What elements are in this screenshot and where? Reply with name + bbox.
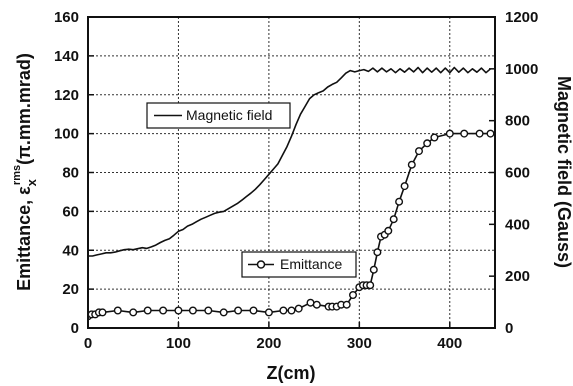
y-left-tick-label: 120 [54,87,79,104]
grid [88,17,495,328]
legend-emittance: Emittance [241,251,357,278]
y-left-tick-label: 80 [62,165,79,182]
emittance-point [430,133,439,142]
y-left-tick-label: 0 [71,320,79,337]
y-left-tick-label: 140 [54,48,79,65]
y-right-axis-title: Magnetic field (Gauss) [554,76,573,268]
emittance-point [460,129,469,138]
emittance-point [204,306,213,315]
emittance-point [174,306,183,315]
emittance-point [389,215,398,224]
y-left-tick-label: 40 [62,242,79,259]
y-left-title-main: Emittance, ε [14,186,34,291]
emittance-point [342,300,351,309]
emittance-point [475,129,484,138]
emittance-point [423,139,432,148]
emittance-point [395,197,404,206]
y-right-tick-label: 400 [505,216,530,233]
x-ticks: 0 100 200 300 400 [84,322,462,352]
legend-label-magnetic-field: Magnetic field [186,107,272,123]
y-left-title-units: (π.mm.mrad) [14,53,34,165]
emittance-point [279,306,288,315]
emittance-point [486,129,495,138]
y-right-tick-label: 1200 [505,9,538,26]
y-left-tick-label: 100 [54,126,79,143]
emittance-point [400,182,409,191]
emittance-point [369,265,378,274]
x-tick-label: 100 [166,335,191,352]
emittance-point [249,306,258,315]
magnetic-field-line [88,66,492,257]
series-magnetic-field [88,66,492,257]
emittance-point [407,160,416,169]
legend-circle-marker [256,260,266,269]
x-tick-label: 200 [256,335,281,352]
emittance-point [98,308,107,317]
legend-magnetic-field: Magnetic field [146,102,291,129]
x-tick-label: 300 [347,335,372,352]
series-emittance [88,129,495,321]
emittance-point [384,226,393,235]
y-left-axis-title: Emittance, εxrms(π.mm.mrad) [11,53,39,291]
emittance-point [306,298,315,307]
x-tick-label: 400 [437,335,462,352]
emittance-point [415,147,424,156]
emittance-point [113,306,122,315]
emittance-point [264,308,273,317]
emittance-point [294,304,303,313]
y-right-tick-label: 600 [505,165,530,182]
x-tick-label: 0 [84,335,92,352]
emittance-point [188,306,197,315]
y-left-title-sub: x [24,178,39,186]
y-right-tick-label: 200 [505,268,530,285]
y-left-title-sup: rms [11,165,23,185]
emittance-point [366,281,375,290]
y-left-tick-label: 20 [62,281,79,298]
emittance-point [349,291,358,300]
y-right-tick-label: 1000 [505,61,538,78]
emittance-point [234,306,243,315]
y-left-tick-label: 160 [54,9,79,26]
emittance-point [445,129,454,138]
y-right-tick-label: 0 [505,320,513,337]
y-left-tick-label: 60 [62,203,79,220]
emittance-point [143,306,152,315]
emittance-point [129,308,138,317]
y-left-ticks: 0 20 40 60 80 100 120 140 160 [54,9,94,337]
y-right-tick-label: 800 [505,113,530,130]
emittance-point [287,306,296,315]
emittance-point [219,308,228,317]
emittance-point [312,300,321,309]
y-right-ticks: 0 200 400 600 800 1000 1200 [489,9,538,337]
x-axis-title: Z(cm) [267,363,316,383]
emittance-point [373,248,382,257]
emittance-point [159,306,168,315]
legend-label-emittance: Emittance [280,256,342,272]
